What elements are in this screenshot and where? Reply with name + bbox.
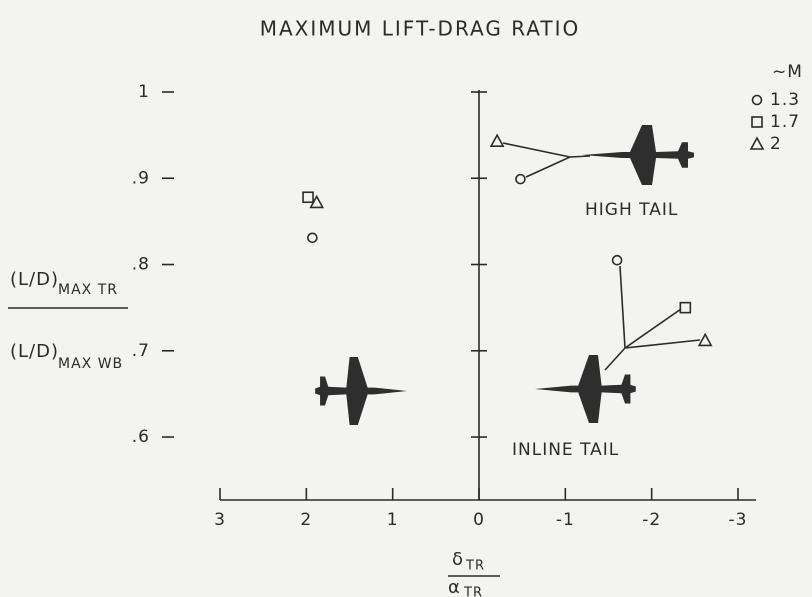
marker-square xyxy=(752,117,762,127)
x-axis-label: δ TR α TR xyxy=(448,549,500,597)
aircraft-wing-body xyxy=(315,357,407,425)
x-label-num-sub: TR xyxy=(465,559,485,574)
y-label-den-sub: MAX WB xyxy=(58,356,123,372)
x-tick-label: 0 xyxy=(473,510,485,530)
annotation: HIGH TAIL xyxy=(585,200,678,220)
x-tick-label: 3 xyxy=(214,510,226,530)
annotation: INLINE TAIL xyxy=(512,440,619,460)
x-tick-label: -2 xyxy=(642,510,661,530)
marker-square xyxy=(680,303,690,313)
marker-circle xyxy=(308,233,317,242)
legend-label: 2 xyxy=(770,134,782,154)
marker-triangle xyxy=(699,334,711,345)
marker-circle xyxy=(753,96,762,105)
marker-square xyxy=(303,192,313,202)
chart: MAXIMUM LIFT-DRAG RATIO (L/D) MAX TR (L/… xyxy=(0,0,812,597)
x-tick-label: 2 xyxy=(300,510,312,530)
chart-title: MAXIMUM LIFT-DRAG RATIO xyxy=(260,17,581,41)
aircraft-high-tail xyxy=(582,125,694,185)
y-tick-label: .7 xyxy=(132,341,150,361)
aircraft-inline-tail xyxy=(535,355,636,423)
marker-circle xyxy=(516,175,525,184)
legend-label: 1.7 xyxy=(770,112,800,132)
x-label-den: α xyxy=(448,577,461,597)
marker-triangle xyxy=(491,135,503,146)
x-label-num: δ xyxy=(452,549,464,570)
legend-title: ~M xyxy=(772,62,803,82)
x-label-den-sub: TR xyxy=(463,586,483,597)
y-label-den: (L/D) xyxy=(10,341,59,362)
x-tick-label: -1 xyxy=(556,510,575,530)
leader-lines xyxy=(503,143,700,370)
y-label-num-sub: MAX TR xyxy=(58,282,118,298)
y-tick-label: .8 xyxy=(132,255,150,275)
y-axis-label: (L/D) MAX TR (L/D) MAX WB xyxy=(8,269,128,372)
marker-circle xyxy=(613,256,622,265)
y-tick-label: 1 xyxy=(138,82,150,102)
y-label-num: (L/D) xyxy=(10,269,59,290)
y-tick-label: .9 xyxy=(132,168,150,188)
marker-triangle xyxy=(751,138,763,149)
x-tick-label: 1 xyxy=(387,510,399,530)
y-tick-label: .6 xyxy=(132,427,150,447)
x-tick-label: -3 xyxy=(729,510,748,530)
legend-label: 1.3 xyxy=(770,90,800,110)
